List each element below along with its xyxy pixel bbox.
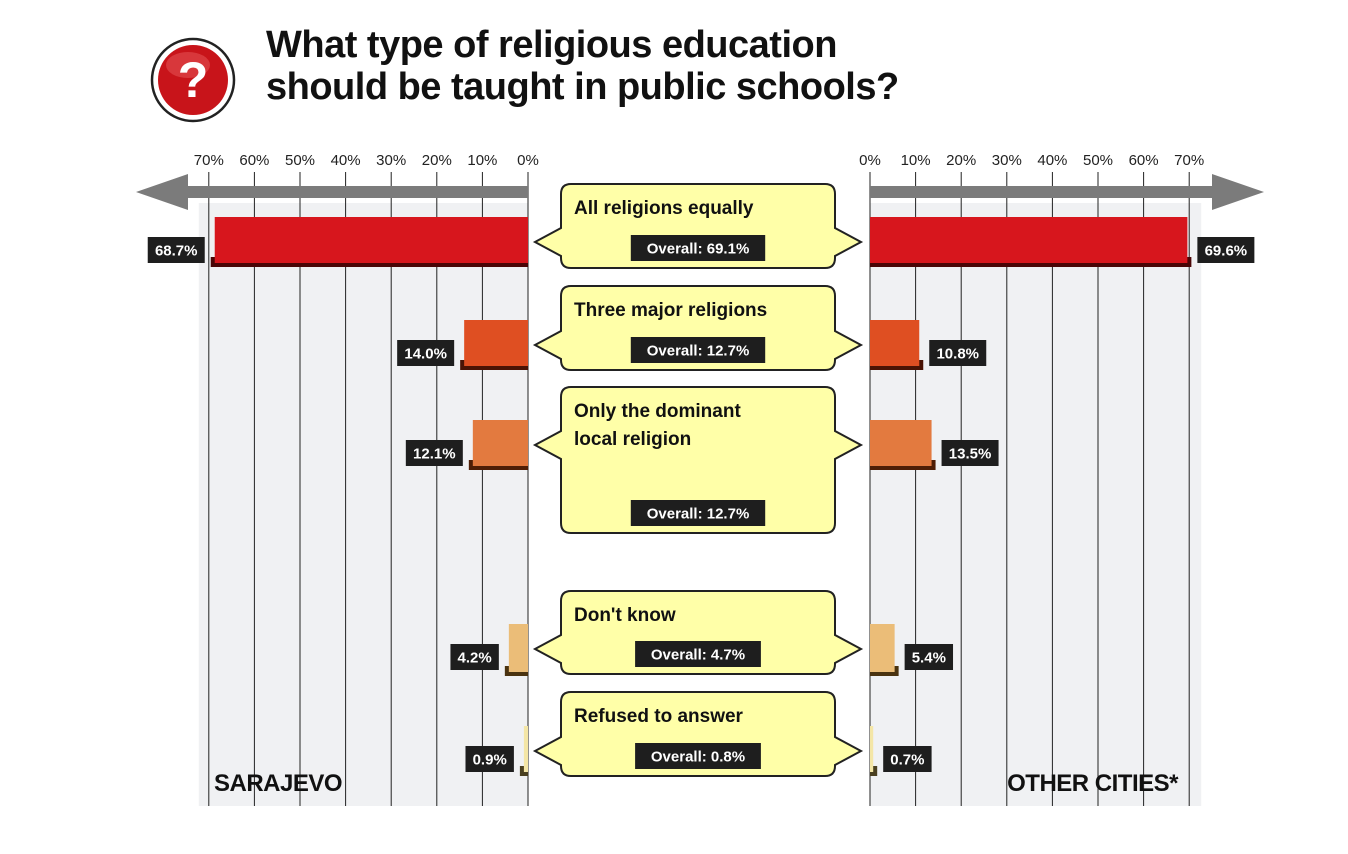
category-row: Three major religions <box>460 285 924 371</box>
category-row: Only the dominant local religion <box>468 386 936 534</box>
bar-sarajevo <box>464 320 528 366</box>
tick-label-left: 10% <box>467 152 497 169</box>
axis-arrow-left <box>136 174 528 210</box>
panel-label-sarajevo: SARAJEVO <box>214 770 343 797</box>
category-callout <box>532 691 864 777</box>
category-label: Refused to answer <box>574 706 744 727</box>
data-label-other-cities: 5.4% <box>904 644 954 670</box>
title-line-1: What type of religious education <box>266 24 837 66</box>
svg-text:5.4%: 5.4% <box>912 650 946 667</box>
data-label-other-cities: 69.6% <box>1197 237 1255 263</box>
tick-label-right: 0% <box>859 152 881 169</box>
svg-text:12.1%: 12.1% <box>413 446 456 463</box>
svg-text:0.9%: 0.9% <box>473 752 507 769</box>
category-callout <box>532 386 864 534</box>
title-line-2: should be taught in public schools? <box>266 66 899 108</box>
category-label: Three major religions <box>574 300 767 321</box>
panel-other-cities <box>870 203 1202 806</box>
tick-label-right: 30% <box>992 152 1022 169</box>
svg-text:Overall: 12.7%: Overall: 12.7% <box>647 343 750 360</box>
data-label-other-cities: 13.5% <box>941 440 999 466</box>
svg-text:Overall: 69.1%: Overall: 69.1% <box>647 241 750 258</box>
tick-label-left: 20% <box>422 152 452 169</box>
svg-text:Overall: 0.8%: Overall: 0.8% <box>651 749 745 766</box>
tick-label-left: 50% <box>285 152 315 169</box>
category-callout <box>532 285 864 371</box>
bar-sarajevo <box>523 726 528 772</box>
tick-label-right: 40% <box>1037 152 1067 169</box>
category-callout <box>532 183 864 269</box>
category-label: Only the dominant <box>574 401 741 422</box>
bar-other-cities <box>870 217 1188 263</box>
svg-text:69.6%: 69.6% <box>1205 243 1248 260</box>
overall-label: Overall: 12.7% <box>630 500 766 526</box>
svg-text:4.2%: 4.2% <box>458 650 492 667</box>
tick-label-left: 0% <box>517 152 539 169</box>
svg-text:0.7%: 0.7% <box>890 752 924 769</box>
bar-sarajevo <box>214 217 528 263</box>
overall-label: Overall: 0.8% <box>635 743 761 769</box>
svg-text:14.0%: 14.0% <box>404 346 447 363</box>
data-label-sarajevo: 0.9% <box>465 746 514 772</box>
axis-arrow-right <box>870 174 1264 210</box>
bar-other-cities <box>870 624 895 672</box>
category-callout <box>532 590 864 675</box>
category-row: All religions equally <box>210 183 1192 269</box>
bar-other-cities <box>870 320 920 366</box>
svg-text:13.5%: 13.5% <box>949 446 992 463</box>
svg-text:Overall: 12.7%: Overall: 12.7% <box>647 506 750 523</box>
svg-text:68.7%: 68.7% <box>155 243 198 260</box>
chart-title: What type of religious education should … <box>266 24 899 108</box>
data-label-sarajevo: 4.2% <box>450 644 499 670</box>
tick-label-left: 30% <box>376 152 406 169</box>
svg-text:Overall: 4.7%: Overall: 4.7% <box>651 647 745 664</box>
category-label: All religions equally <box>574 198 754 219</box>
tick-label-right: 10% <box>901 152 931 169</box>
tick-label-left: 40% <box>331 152 361 169</box>
data-label-other-cities: 10.8% <box>929 340 987 366</box>
data-label-sarajevo: 14.0% <box>397 340 455 366</box>
bar-other-cities <box>870 726 874 772</box>
tick-label-right: 60% <box>1129 152 1159 169</box>
tick-label-right: 50% <box>1083 152 1113 169</box>
tick-label-right: 70% <box>1174 152 1204 169</box>
bar-other-cities <box>870 420 932 466</box>
panel-label-other-cities: OTHER CITIES* <box>1007 770 1178 797</box>
bar-shadow-other-cities <box>870 766 878 776</box>
bar-sarajevo <box>508 624 528 672</box>
panel-sarajevo <box>198 203 529 806</box>
data-label-sarajevo: 68.7% <box>147 237 205 263</box>
data-label-other-cities: 0.7% <box>883 746 932 772</box>
category-label: local religion <box>574 429 691 450</box>
category-row: Don't know <box>504 590 899 676</box>
overall-label: Overall: 12.7% <box>630 337 766 363</box>
overall-label: Overall: 4.7% <box>635 641 761 667</box>
data-label-sarajevo: 12.1% <box>405 440 463 466</box>
tick-label-left: 70% <box>194 152 224 169</box>
svg-text:10.8%: 10.8% <box>936 346 979 363</box>
overall-label: Overall: 69.1% <box>630 235 766 261</box>
question-mark-icon: ? <box>150 37 236 123</box>
tick-label-left: 60% <box>239 152 269 169</box>
category-label: Don't know <box>574 605 676 626</box>
category-row: Refused to answer <box>519 691 878 777</box>
svg-text:?: ? <box>178 52 209 108</box>
tick-label-right: 20% <box>946 152 976 169</box>
bar-sarajevo <box>472 420 528 466</box>
